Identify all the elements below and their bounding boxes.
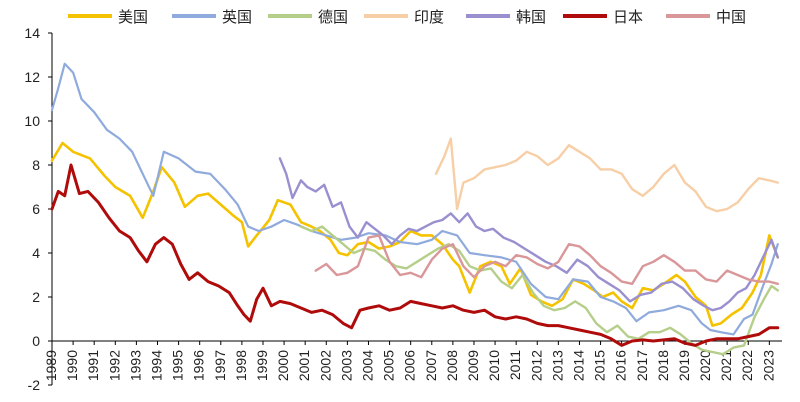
x-tick-label: 1996 [191,350,207,381]
y-tick-label: 6 [32,201,40,217]
x-tick-label: 2010 [486,350,502,381]
x-tick-label: 2015 [592,350,608,381]
series-line-3 [434,137,779,213]
x-tick-label: 1994 [148,350,164,381]
y-tick-label: 4 [32,245,40,261]
x-tick-label: 2005 [381,350,397,381]
x-tick-label: 2022 [739,350,755,381]
series-line-1 [50,62,779,336]
x-tick-label: 1993 [127,350,143,381]
legend-label: 日本 [613,8,643,26]
y-tick-label: 12 [24,69,40,85]
legend-label: 美国 [118,8,148,26]
x-tick-label: 2001 [296,350,312,381]
y-tick-label: 8 [32,157,40,173]
legend: 美国 英国 德国 印度 韩国 日本 中国 [68,8,746,26]
x-tick-label: 2014 [570,350,586,381]
legend-label: 德国 [318,8,348,26]
y-axis: -2 0 2 4 6 8 10 12 14 [24,25,53,393]
y-tick-label: -2 [28,377,41,393]
x-tick-label: 2000 [275,350,291,381]
x-tick-label: 2020 [697,350,713,381]
x-tick-label: 2021 [718,350,734,381]
y-tick-label: 2 [32,289,40,305]
plot-area [50,62,780,356]
y-tick-label: 10 [24,113,40,129]
x-tick-label: 2012 [528,350,544,381]
x-tick-label: 2013 [549,350,565,381]
legend-label: 印度 [414,8,444,26]
x-tick-label: 2011 [507,350,523,380]
x-tick-label: 2023 [760,350,776,381]
x-tick-label: 1989 [43,350,59,381]
y-tick-label: 14 [24,25,40,41]
x-tick-label: 2007 [423,350,439,381]
x-tick-label: 2006 [402,350,418,381]
legend-label: 韩国 [516,8,546,26]
legend-label: 中国 [716,8,746,26]
series-line-6 [314,234,779,285]
x-tick-label: 1997 [212,350,228,381]
x-tick-label: 1999 [254,350,270,381]
x-tick-label: 1990 [64,350,80,381]
x-tick-label: 2003 [338,350,354,381]
x-tick-label: 2009 [465,350,481,381]
x-tick-label: 2002 [317,350,333,381]
x-axis: 1989 1990 1991 1992 1993 1994 1995 1996 1997 1998… [43,340,782,381]
x-tick-label: 1991 [85,350,101,381]
x-tick-label: 1998 [233,350,249,381]
x-tick-label: 2004 [359,350,375,381]
series-line-2 [299,225,779,356]
x-tick-label: 2017 [634,350,650,381]
y-tick-label: 0 [32,333,40,349]
series-line-0 [50,141,780,327]
legend-label: 英国 [222,8,252,26]
series-line-4 [278,157,779,312]
x-tick-label: 2008 [444,350,460,381]
x-tick-label: 1992 [106,350,122,381]
series-line-5 [50,163,780,347]
x-tick-label: 2016 [613,350,629,381]
x-tick-label: 2018 [655,350,671,381]
x-tick-label: 1995 [170,350,186,381]
x-tick-label: 2019 [676,350,692,381]
